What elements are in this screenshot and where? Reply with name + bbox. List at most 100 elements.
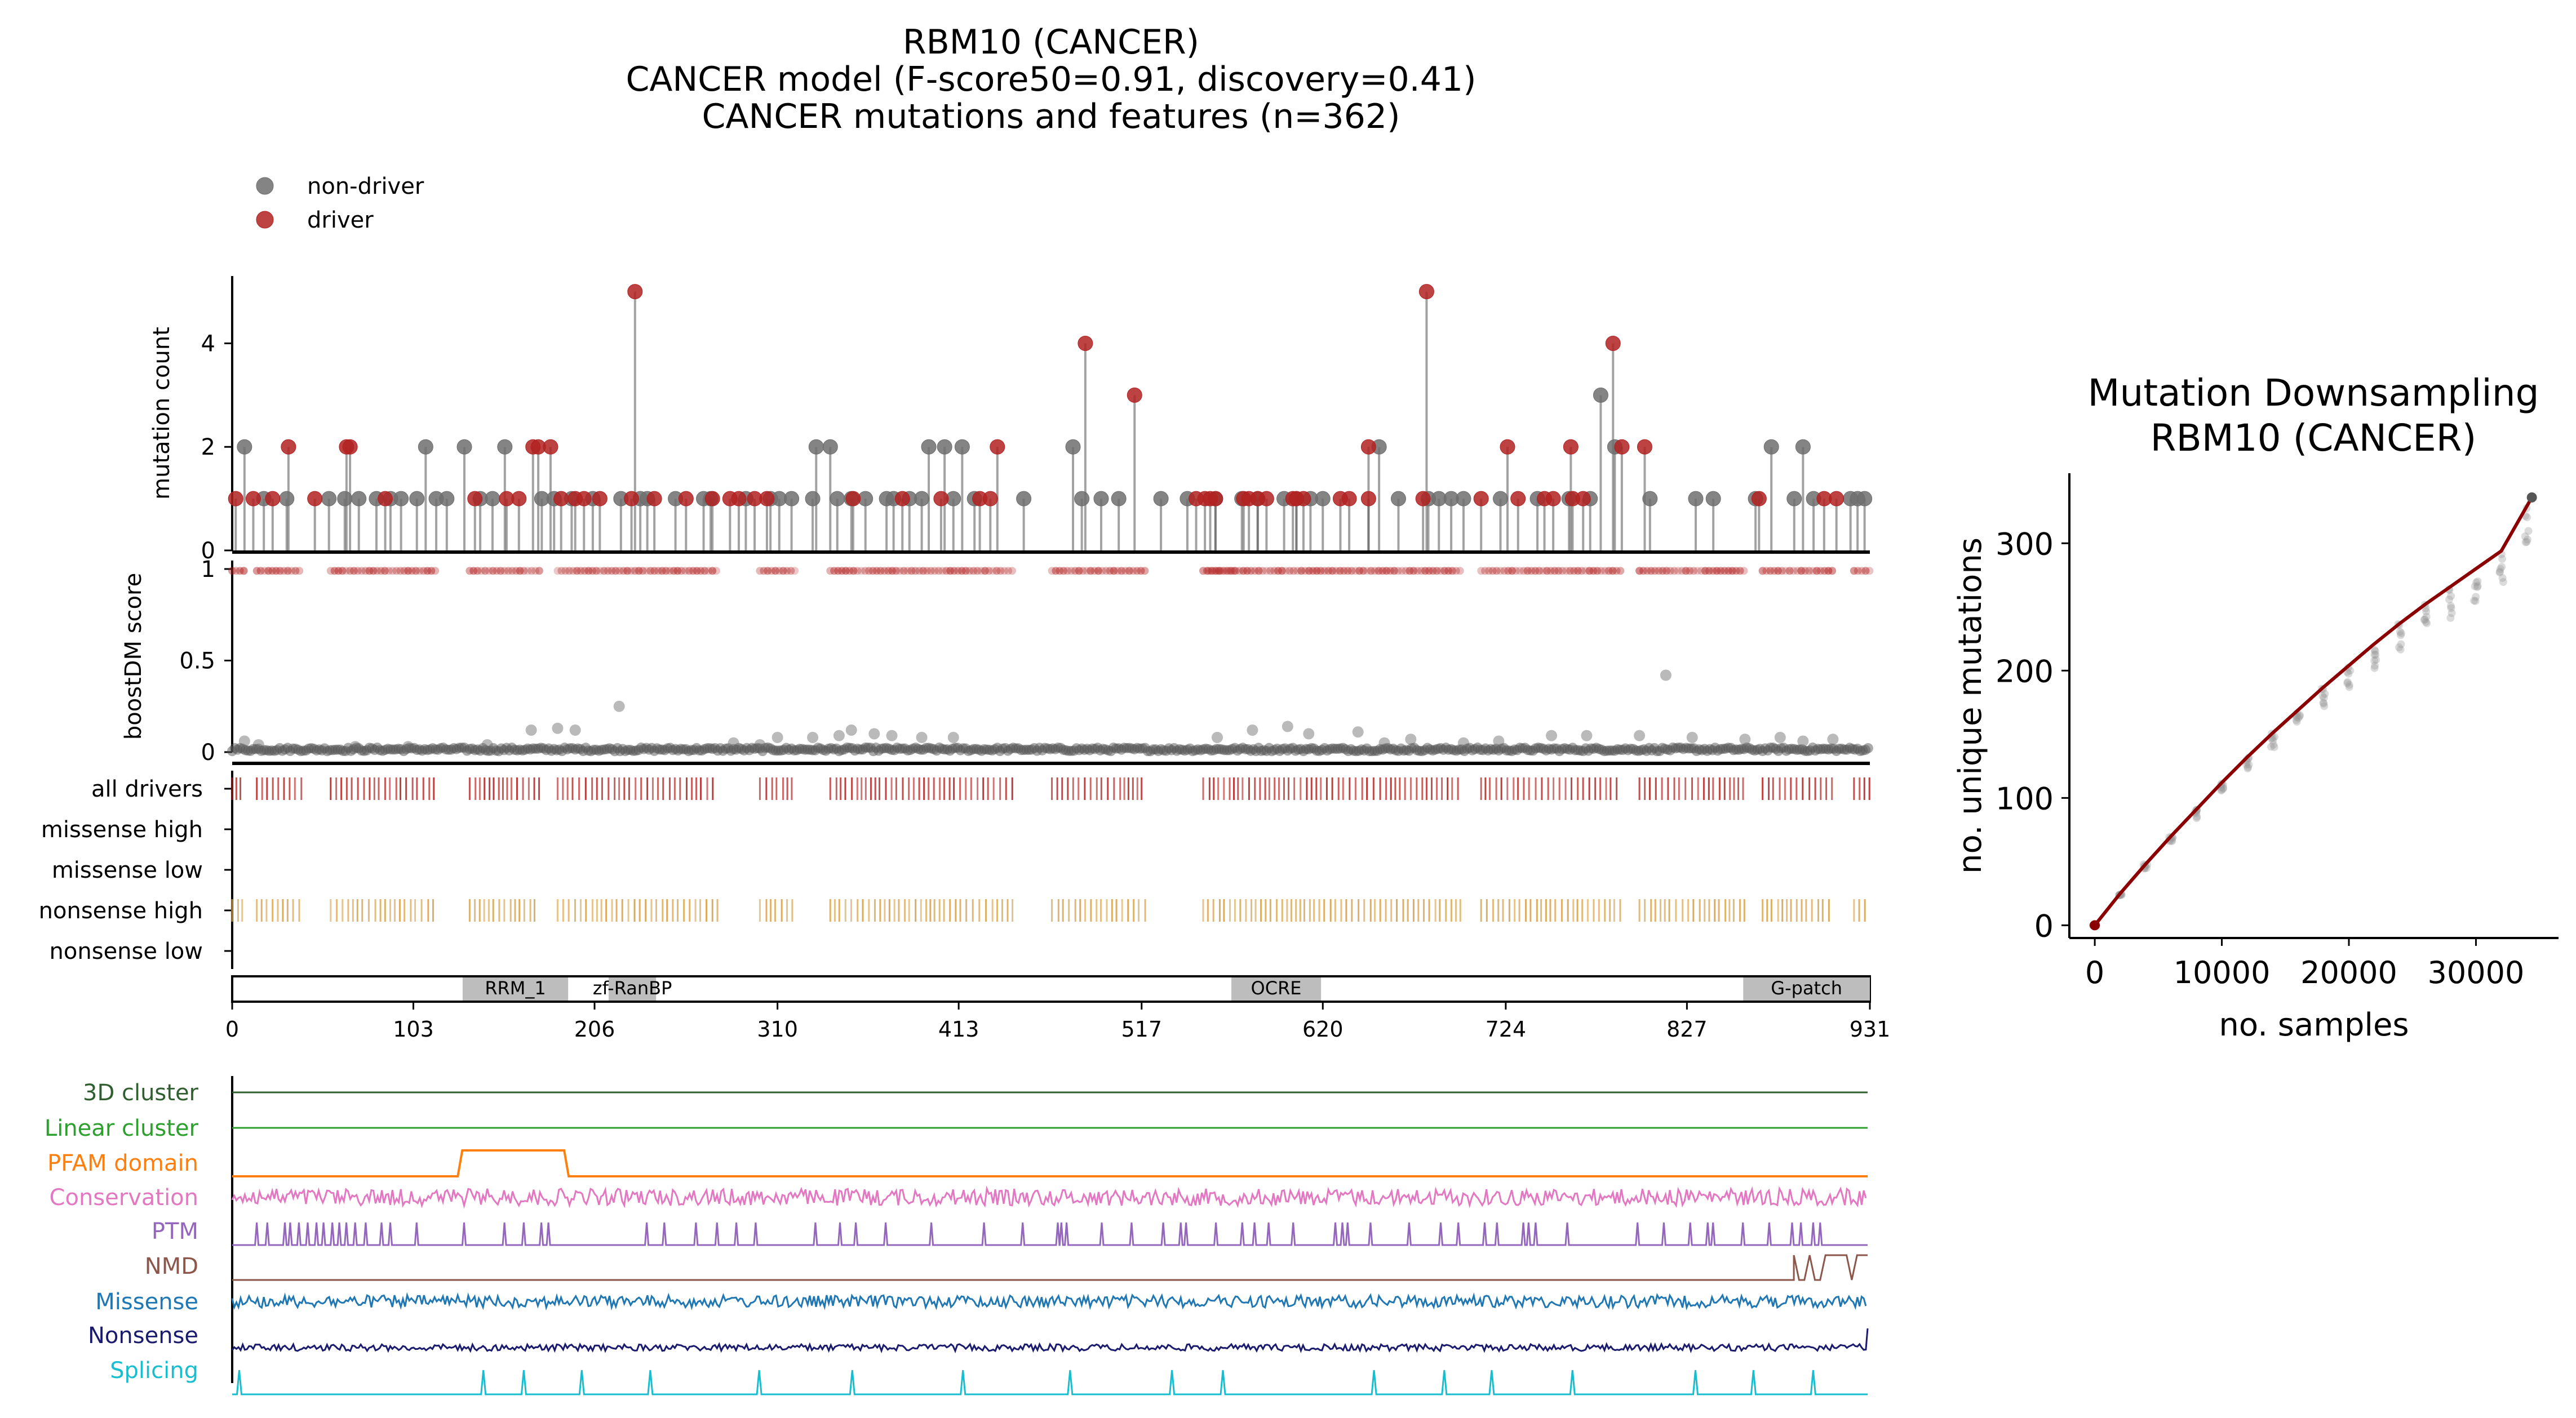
x-tick-label: 931 [1850,1017,1891,1042]
driver-score-point [411,567,420,575]
driver-point [543,439,558,455]
driver-score-point [1477,567,1486,575]
driver-score-point [1682,567,1690,575]
driver-score-point [888,567,897,575]
downsample-point [2471,597,2480,605]
driver-score-point [1666,567,1675,575]
driver-score-point [1670,567,1678,575]
downsample-point [2472,593,2480,601]
downsample-point [2447,592,2455,601]
driver-score-point [611,567,620,575]
driver-score-point [1214,567,1223,575]
driver-point [1545,491,1561,506]
non-driver-point [914,491,930,506]
non-driver-point [1065,439,1081,455]
non-driver-point [485,491,500,506]
domain-box [1743,977,1870,1001]
driver-point [553,491,569,506]
non-driver-point [1456,491,1471,506]
driver-score-point [584,567,593,575]
driver-score-point [1262,567,1271,575]
driver-score-point [1812,567,1821,575]
driver-score-point [276,567,284,575]
driver-score-point [1797,567,1806,575]
driver-score-point [1693,567,1702,575]
downsample-point [2495,567,2504,576]
domain-label: RRM_1 [485,977,546,999]
driver-score-point [930,567,939,575]
downsample-point [2499,578,2507,586]
elevated-score-point [728,737,739,749]
non-driver-point [409,491,425,506]
x-tick-label: 310 [757,1017,798,1042]
feature-label: PTM [152,1219,198,1244]
downsample-point [2473,577,2482,586]
downsample-point [2472,579,2481,587]
driver-score-point [950,567,959,575]
downsample-point [2370,664,2379,672]
driver-score-point [1736,567,1744,575]
driver-score-point [1429,567,1437,575]
driver-score-point [404,567,413,575]
elevated-score-point [1634,730,1646,741]
driver-score-point [1231,567,1240,575]
driver-score-point [988,567,997,575]
downsample-point [2397,629,2405,638]
driver-point [1473,491,1489,506]
track-label: all drivers [91,776,203,802]
driver-score-point [1865,567,1874,575]
x-tick-label: 620 [1302,1017,1344,1042]
driver-score-point [1218,567,1227,575]
downsample-point [2521,538,2530,546]
driver-score-point [892,567,901,575]
elevated-score-point [349,741,361,753]
downsample-point [2496,564,2504,573]
downsample-point [2396,645,2405,654]
nonsense-line [231,1328,1869,1354]
driver-point [1563,439,1579,455]
driver-score-point [1067,567,1075,575]
driver-score-point [477,567,485,575]
driver-score-point [779,567,787,575]
elevated-score-point [1378,737,1390,749]
non-driver-point [1074,491,1090,506]
downsample-point [2446,614,2455,622]
driver-score-point [1114,567,1122,575]
driver-score-point [1204,567,1213,575]
needle-plot: 0 2 4 mutation count [149,276,1873,564]
driver-score-point [1448,567,1456,575]
driver-score-point [1199,567,1207,575]
non-driver-point [1857,491,1873,506]
elevated-score-point [1282,721,1293,732]
driver-score-point [1554,567,1563,575]
driver-score-point [1674,567,1682,575]
driver-score-point [853,567,862,575]
driver-score-point [1363,567,1371,575]
driver-score-point [1413,567,1422,575]
driver-score-point [473,567,482,575]
driver-score-point [252,567,261,575]
elevated-score-point [845,724,857,736]
driver-score-point [1316,567,1325,575]
legend: non-driver driver [256,174,424,233]
driver-score-point [1647,567,1655,575]
driver-score-point [1762,567,1771,575]
driver-score-point [1222,567,1231,575]
driver-score-point [1056,567,1064,575]
y-tick-label: 1 [201,557,215,583]
driver-score-point [423,567,432,575]
elevated-score-point [402,741,414,753]
curve-start-point [2090,920,2100,931]
driver-score-point [384,567,393,575]
driver-score-point [841,567,850,575]
driver-score-point [1344,567,1352,575]
downsample-point [2218,785,2226,794]
driver-score-point [1220,567,1228,575]
driver-point [1208,491,1223,506]
driver-score-point [868,567,877,575]
downsample-point [2522,537,2531,546]
driver-score-point [985,567,993,575]
downsample-point [2370,656,2379,665]
driver-point [467,491,483,506]
x-tick-label: 10000 [2174,955,2271,990]
